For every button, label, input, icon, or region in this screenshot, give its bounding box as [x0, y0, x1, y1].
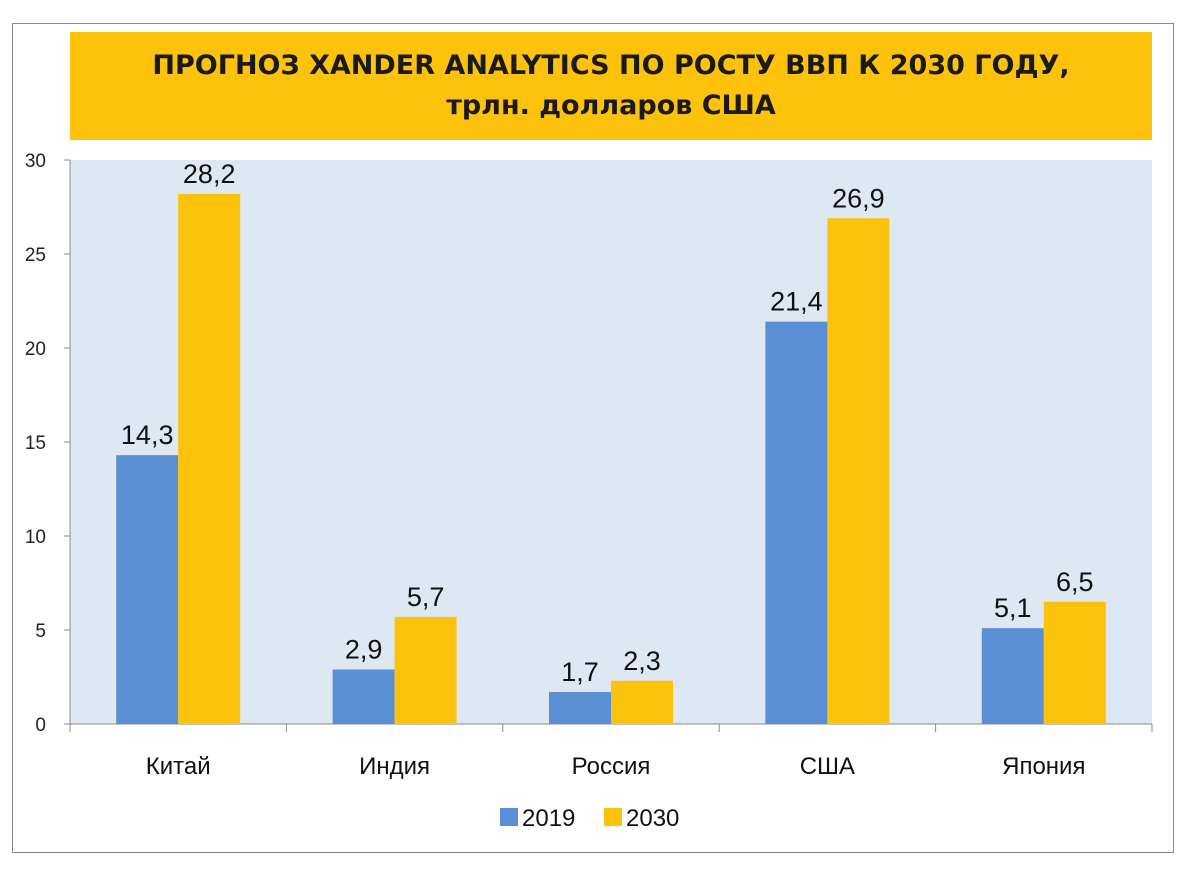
chart-title-box: ПРОГНОЗ XANDER ANALYTICS ПО РОСТУ ВВП К … [70, 32, 1152, 140]
data-label-2019: 2,9 [345, 634, 383, 664]
y-tick-label: 30 [25, 151, 46, 172]
data-label-2030: 5,7 [407, 582, 445, 612]
y-tick-label: 5 [35, 621, 46, 642]
legend-label-2019: 2019 [522, 805, 575, 832]
y-tick-label: 20 [25, 339, 46, 360]
bar-2030 [611, 680, 673, 724]
data-label-2019: 1,7 [561, 657, 599, 687]
data-label-2030: 2,3 [623, 646, 661, 676]
legend-label-2030: 2030 [626, 805, 679, 832]
legend: 2019 2030 [500, 805, 679, 832]
data-label-2019: 14,3 [121, 420, 174, 450]
data-label-2030: 26,9 [832, 183, 885, 213]
data-label-2019: 5,1 [994, 593, 1032, 623]
y-tick-label: 15 [25, 433, 46, 454]
x-category-label: Китай [146, 753, 211, 780]
data-label-2030: 6,5 [1056, 567, 1094, 597]
x-category-label: США [800, 753, 855, 780]
bar-2030 [394, 616, 457, 724]
bar-2019 [549, 692, 611, 724]
data-label-2019: 21,4 [770, 287, 823, 317]
y-tick-label: 0 [35, 715, 46, 736]
bar-2019 [332, 669, 395, 724]
chart-subtitle: трлн. долларов США [446, 90, 776, 121]
bar-2030 [827, 218, 890, 724]
bar-2019 [765, 321, 828, 724]
axes: 0 5 10 15 20 25 30 Китай Индия Россия США Япония [25, 151, 1153, 780]
bar-2019 [981, 628, 1044, 724]
bar-2019 [116, 455, 179, 724]
plot-area [70, 160, 1152, 724]
bar-2030 [178, 193, 241, 725]
x-category-label: Япония [1002, 753, 1085, 780]
x-category-label: Россия [572, 753, 651, 780]
bar-2030 [1043, 601, 1106, 724]
bars [116, 193, 1106, 725]
legend-swatch-2019 [500, 808, 518, 826]
legend-swatch-2030 [604, 808, 622, 826]
chart-title: ПРОГНОЗ XANDER ANALYTICS ПО РОСТУ ВВП К … [152, 50, 1070, 81]
y-tick-label: 25 [25, 245, 46, 266]
data-label-2030: 28,2 [183, 159, 236, 189]
y-tick-label: 10 [25, 527, 46, 548]
x-category-label: Индия [359, 753, 430, 780]
data-labels: 14,3 28,2 2,9 5,7 1,7 2,3 21,4 26,9 5,1 6,5 [121, 159, 1094, 687]
